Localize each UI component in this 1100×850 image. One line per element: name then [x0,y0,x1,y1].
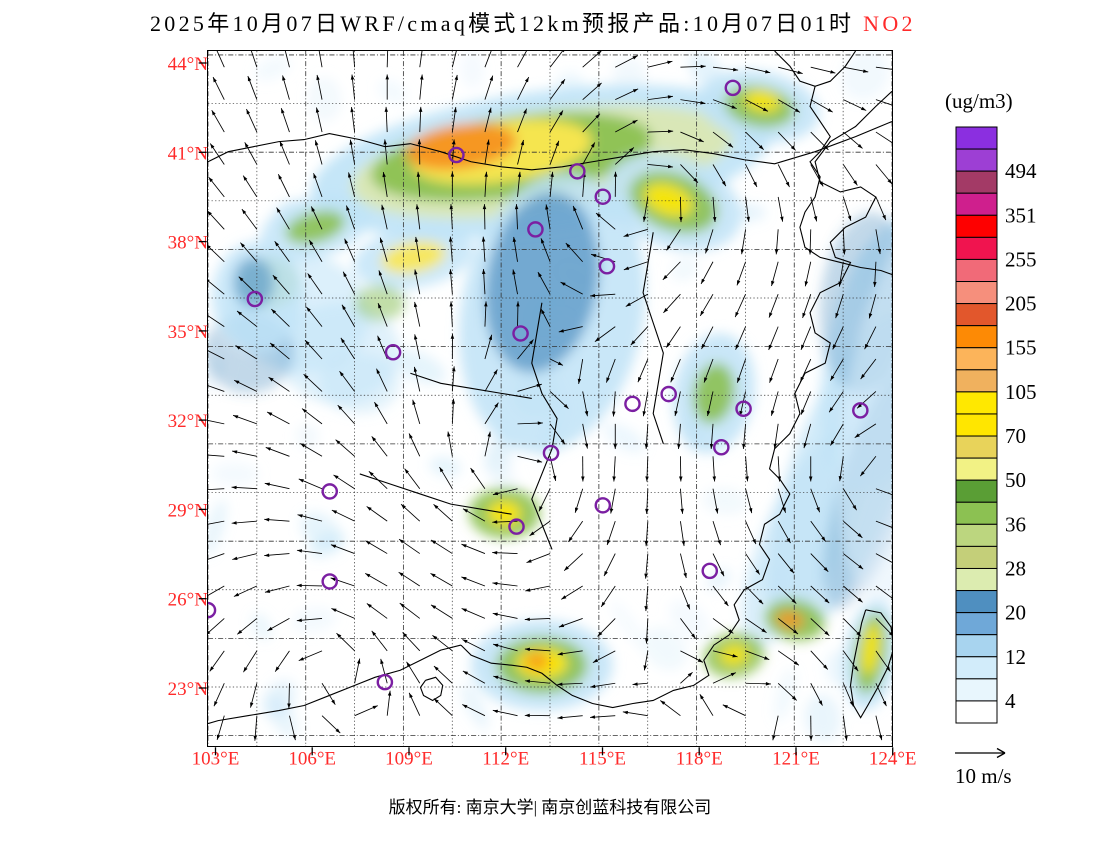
svg-text:494: 494 [1005,159,1037,183]
svg-text:50: 50 [1005,468,1026,492]
svg-text:20: 20 [1005,601,1026,625]
svg-text:36: 36 [1005,512,1026,536]
svg-text:(ug/m3): (ug/m3) [945,89,1013,113]
svg-text:351: 351 [1005,203,1037,227]
svg-text:255: 255 [1005,247,1037,271]
svg-text:155: 155 [1005,336,1037,360]
svg-text:70: 70 [1005,424,1026,448]
svg-text:105: 105 [1005,380,1037,404]
svg-text:10 m/s: 10 m/s [955,764,1012,788]
svg-text:12: 12 [1005,645,1026,669]
svg-text:4: 4 [1005,689,1016,713]
svg-text:28: 28 [1005,556,1026,580]
svg-text:205: 205 [1005,292,1037,316]
